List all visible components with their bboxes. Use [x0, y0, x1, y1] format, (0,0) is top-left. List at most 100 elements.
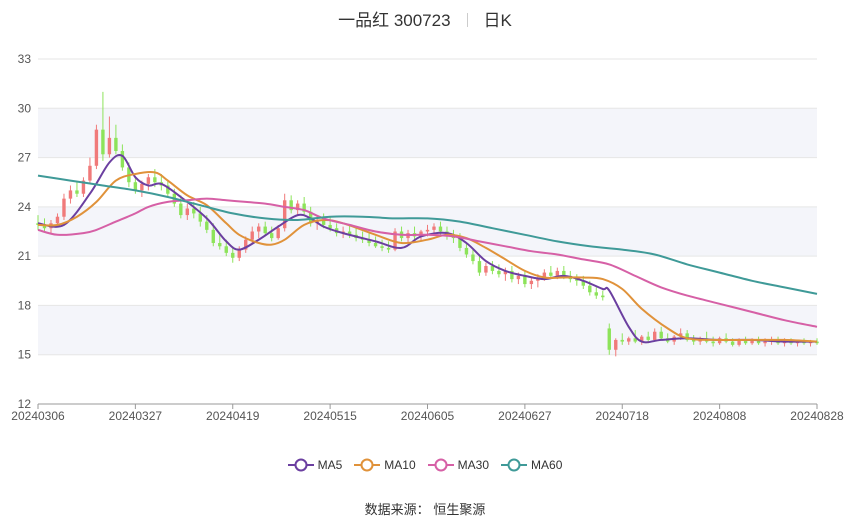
- chart-title: 一品红 300723 日K: [0, 6, 850, 31]
- candle-body: [750, 339, 754, 344]
- candle: [166, 180, 170, 197]
- candle-body: [244, 239, 248, 250]
- candle-body: [549, 272, 553, 276]
- candle-body: [107, 137, 112, 155]
- series-line-ma5: [37, 154, 818, 344]
- candle: [477, 256, 482, 276]
- candle: [270, 226, 274, 242]
- legend-marker-icon: [427, 458, 454, 472]
- candle-body: [218, 243, 222, 247]
- candle: [490, 261, 495, 275]
- candle-body: [120, 151, 125, 168]
- candle-body: [328, 224, 332, 229]
- candle: [627, 336, 631, 345]
- candle-body: [562, 270, 566, 276]
- candle-body: [471, 254, 475, 262]
- candle: [575, 274, 579, 286]
- candle-body: [88, 165, 92, 181]
- x-tick-label: 20240808: [693, 409, 747, 423]
- legend-item-ma5[interactable]: MA5: [287, 458, 343, 472]
- candle-body: [133, 182, 138, 191]
- y-axis: 12 15 18 21 24 27 30 33: [18, 52, 32, 411]
- y-tick-label: 24: [18, 200, 32, 214]
- candle-body: [101, 129, 105, 155]
- candle-body: [393, 231, 397, 250]
- plot-bands: [38, 108, 817, 355]
- candle: [529, 277, 534, 289]
- candle-body: [555, 270, 560, 276]
- candle-body: [640, 336, 644, 342]
- legend-item-ma10[interactable]: MA10: [354, 458, 416, 472]
- candle: [497, 264, 501, 278]
- candle-body: [367, 239, 371, 243]
- candle: [607, 323, 611, 355]
- y-tick-label: 30: [18, 101, 32, 115]
- candle-body: [321, 220, 326, 225]
- candle: [464, 243, 469, 258]
- candle-body: [477, 261, 482, 273]
- y-tick-label: 18: [18, 298, 32, 312]
- plot-band: [38, 305, 817, 355]
- candle-body: [730, 341, 735, 345]
- y-tick-label: 21: [18, 249, 32, 263]
- candle-body: [68, 190, 73, 199]
- legend-item-ma60[interactable]: MA60: [501, 458, 562, 472]
- candle-body: [646, 336, 650, 340]
- y-tick-label: 27: [18, 151, 32, 165]
- candle: [263, 221, 267, 237]
- candle-body: [295, 203, 300, 211]
- candle: [218, 233, 222, 250]
- candle-body: [542, 272, 547, 278]
- legend-label: MA10: [384, 458, 416, 472]
- candle-body: [464, 247, 469, 255]
- candle: [185, 203, 190, 220]
- candle-body: [380, 246, 384, 248]
- candle-body: [42, 224, 47, 229]
- candle-body: [250, 231, 254, 240]
- candle: [94, 124, 99, 170]
- candle-body: [192, 208, 196, 214]
- candle-body: [432, 226, 436, 230]
- candle-body: [653, 331, 657, 340]
- candle-body: [438, 226, 443, 232]
- stock-name: 一品红 300723: [338, 11, 451, 30]
- candle-body: [737, 339, 741, 345]
- candle-body: [516, 275, 521, 280]
- candle: [302, 197, 306, 216]
- candle-body: [633, 338, 637, 342]
- candle-body: [588, 285, 592, 293]
- candle: [510, 266, 514, 283]
- candle-body: [146, 177, 151, 184]
- candle-body: [75, 190, 79, 194]
- candle-body: [276, 228, 280, 239]
- legend-marker-icon: [354, 458, 381, 472]
- candle-body: [490, 266, 495, 271]
- candle-body: [756, 339, 761, 344]
- candle: [62, 193, 66, 220]
- legend-marker-icon: [287, 458, 314, 472]
- candle: [620, 333, 624, 345]
- candle: [68, 185, 73, 204]
- candle-body: [257, 226, 261, 232]
- legend-label: MA5: [317, 458, 343, 472]
- candle-body: [763, 341, 767, 344]
- legend-item-ma30[interactable]: MA30: [427, 458, 490, 472]
- candle-body: [114, 137, 118, 151]
- candle: [198, 206, 202, 227]
- candle-body: [62, 198, 66, 217]
- candle: [503, 267, 508, 281]
- legend-label: MA30: [457, 458, 490, 472]
- candle: [601, 290, 605, 301]
- period-label: 日K: [483, 11, 512, 30]
- candle: [484, 262, 488, 276]
- candle-body: [575, 279, 579, 281]
- candle: [640, 335, 644, 345]
- candle: [88, 157, 92, 184]
- candle-body: [347, 231, 352, 235]
- candle: [711, 336, 715, 347]
- candle-body: [386, 247, 391, 250]
- x-tick-label: 20240306: [11, 409, 65, 423]
- candle-body: [140, 183, 144, 191]
- candle-body: [458, 238, 462, 248]
- series-line-ma60: [37, 174, 818, 295]
